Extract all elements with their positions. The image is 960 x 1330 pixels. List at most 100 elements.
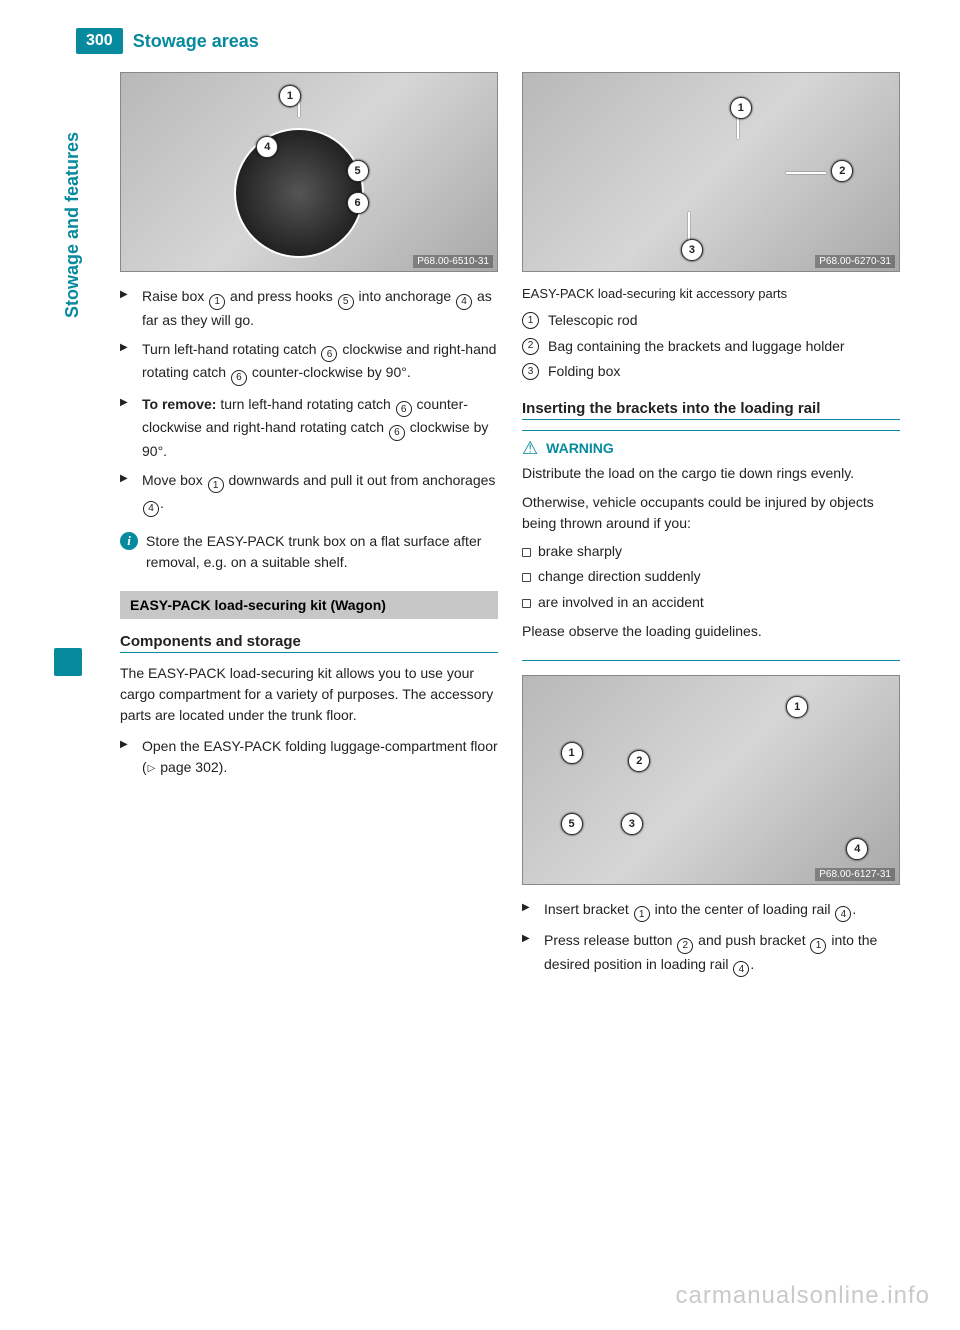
figure-trunk-box: 1 4 5 6 P68.00-6510-31 [120,72,498,272]
warning-bullets: brake sharply change direction suddenly … [522,542,900,613]
step-text: Move box [142,472,207,488]
ref-marker: 6 [389,425,405,441]
ref-marker: 4 [143,501,159,517]
ref-marker: 5 [338,294,354,310]
warning-header: ⚠ WARNING [522,439,900,457]
figure-caption: EASY-PACK load-securing kit accessory pa… [522,286,900,301]
step-item: Raise box 1 and press hooks 5 into ancho… [120,286,498,331]
figure-marker: 2 [628,750,650,772]
figure-ref-code: P68.00-6127-31 [815,868,895,881]
page-number-badge: 300 [76,28,123,54]
step-item: To remove: turn left-hand rotating catch… [120,394,498,462]
parts-label: Folding box [548,363,620,379]
instruction-steps: Insert bracket 1 into the center of load… [522,899,900,978]
step-text: into anchorage [355,288,455,304]
figure-brackets-rail: 1 2 3 4 5 1 P68.00-6127-31 [522,675,900,885]
side-tab-label: Stowage and features [62,132,83,318]
subheading: Components and storage [120,633,498,650]
ref-marker: 2 [677,938,693,954]
step-text: and push bracket [694,932,809,948]
subheading-rule [522,419,900,420]
figure-marker: 1 [730,97,752,119]
ref-marker: 1 [208,477,224,493]
figure-marker: 2 [831,160,853,182]
ref-marker: 6 [396,401,412,417]
step-text: Insert bracket [544,901,633,917]
ref-marker: 6 [231,370,247,386]
figure-marker: 6 [347,192,369,214]
warning-icon: ⚠ [522,439,538,457]
right-column: 1 2 3 P68.00-6270-31 EASY-PACK load-secu… [522,72,900,991]
warning-bullet: change direction suddenly [522,567,900,587]
step-item: Turn left-hand rotating catch 6 clockwis… [120,339,498,386]
step-text: Turn left-hand rotating catch [142,341,320,357]
instruction-steps: Open the EASY-PACK folding luggage-compa… [120,736,498,778]
ref-marker: 3 [522,363,539,380]
ref-marker: 4 [835,906,851,922]
page-header: 300 Stowage areas [76,28,960,54]
parts-label: Telescopic rod [548,312,638,328]
figure-marker: 5 [561,813,583,835]
manual-page: 300 Stowage areas Stowage and features 1… [0,28,960,1330]
warning-text: Distribute the load on the cargo tie dow… [522,463,900,484]
parts-list-item: 1 Telescopic rod [522,311,900,331]
step-text: Press release button [544,932,676,948]
step-text: turn left-hand rotating catch [216,396,394,412]
step-text: . [750,956,754,972]
step-lead: To remove: [142,396,216,412]
figure-marker: 1 [786,696,808,718]
step-item: Open the EASY-PACK folding luggage-compa… [120,736,498,778]
step-text: into the center of loading rail [651,901,835,917]
ref-marker: 1 [810,938,826,954]
step-text: downwards and pull it out from anchorage… [225,472,496,488]
ref-marker: 4 [733,961,749,977]
watermark: carmanualsonline.info [676,1282,930,1310]
step-item: Insert bracket 1 into the center of load… [522,899,900,923]
body-paragraph: The EASY-PACK load-securing kit allows y… [120,663,498,726]
info-text: Store the EASY-PACK trunk box on a flat … [146,533,481,570]
figure-leader [688,212,690,242]
ref-marker: 1 [209,294,225,310]
figure-marker: 3 [621,813,643,835]
step-text: and press hooks [226,288,337,304]
step-text: . [160,495,164,511]
left-column: 1 4 5 6 P68.00-6510-31 Raise box 1 and p… [120,72,498,991]
step-text: counter-clockwise by 90°. [248,364,411,380]
figure-ref-code: P68.00-6270-31 [815,255,895,268]
warning-bullet: brake sharply [522,542,900,562]
parts-list-item: 2 Bag containing the brackets and luggage… [522,337,900,357]
content-columns: 1 4 5 6 P68.00-6510-31 Raise box 1 and p… [120,72,900,991]
parts-list: 1 Telescopic rod 2 Bag containing the brac… [522,311,900,382]
subheading: Inserting the brackets into the loading … [522,400,900,417]
warning-label: WARNING [546,440,614,456]
ref-marker: 2 [522,338,539,355]
info-icon: i [120,532,138,550]
ref-marker: 1 [634,906,650,922]
figure-detail-circle [234,128,364,258]
section-heading: EASY-PACK load-securing kit (Wagon) [120,591,498,619]
step-text: Raise box [142,288,208,304]
parts-label: Bag containing the brackets and luggage … [548,338,845,354]
step-item: Press release button 2 and push bracket … [522,930,900,977]
subheading-rule [120,652,498,653]
instruction-steps: Raise box 1 and press hooks 5 into ancho… [120,286,498,517]
warning-text: Please observe the loading guidelines. [522,621,900,642]
step-text: . [852,901,856,917]
warning-box: ⚠ WARNING Distribute the load on the car… [522,430,900,661]
figure-leader [786,172,826,174]
warning-text: Otherwise, vehicle occupants could be in… [522,492,900,534]
page-ref-icon: ▷ [148,761,156,776]
info-note: i Store the EASY-PACK trunk box on a fla… [120,531,498,573]
ref-marker: 4 [456,294,472,310]
figure-marker: 5 [347,160,369,182]
figure-marker: 1 [279,85,301,107]
step-text: page 302). [156,759,227,775]
ref-marker: 1 [522,312,539,329]
parts-list-item: 3 Folding box [522,362,900,382]
ref-marker: 6 [321,346,337,362]
warning-bullet: are involved in an accident [522,593,900,613]
side-tab-block [54,648,82,676]
figure-marker: 1 [561,742,583,764]
figure-marker: 3 [681,239,703,261]
figure-marker: 4 [846,838,868,860]
